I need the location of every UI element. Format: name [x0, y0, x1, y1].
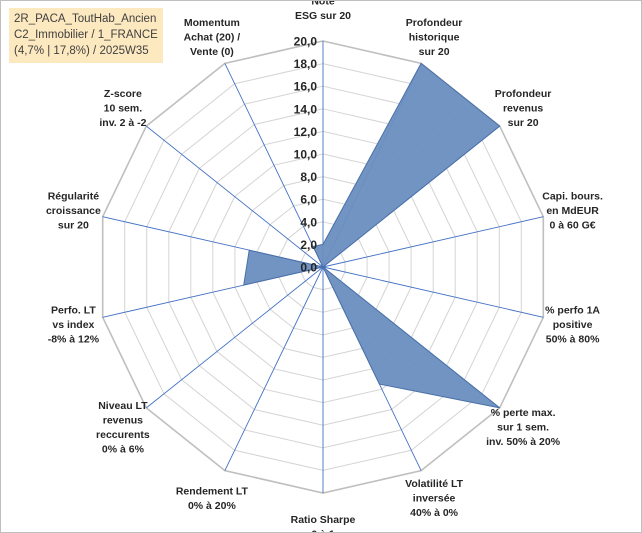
axis-label-line: % perte max. — [491, 407, 556, 419]
axis-label-line: Vente (0) — [190, 46, 234, 58]
axis-label: Capi. bours. en MdEUR 0 à 60 G€ — [542, 191, 603, 232]
axis-label-line: Profondeur — [406, 17, 463, 29]
tick-label: 18,0 — [294, 57, 318, 71]
series-area — [243, 62, 501, 409]
tick-label: 2,0 — [300, 238, 317, 252]
axis-label-line: 0 à 60 G€ — [550, 220, 596, 232]
axis-label-line: inv. 2 à -2 — [99, 117, 146, 129]
axis-label-line: Ratio Sharpe — [291, 514, 356, 526]
axis-label: Régularité croissance sur 20 — [46, 191, 101, 232]
axis-label: Perfo. LT vs index -8% à 12% — [48, 305, 100, 346]
axis-label-line: sur 1 sem. — [497, 422, 549, 434]
axis-label-line: 0 à 1 — [311, 529, 335, 533]
axis-label-line: sur 20 — [508, 117, 539, 129]
info-line-3: (4,7% | 17,8%) / 2025W35 — [14, 45, 149, 57]
tick-label: 16,0 — [294, 80, 318, 94]
axis-spoke — [146, 266, 324, 409]
axis-category-labels: Note ESG sur 20 Profondeur historique sur 20… — [46, 1, 603, 532]
axis-label-line: Volatilité LT — [405, 478, 464, 490]
axis-label-line: Z-score — [104, 88, 142, 100]
tick-label: 14,0 — [294, 102, 318, 116]
axis-label-line: Régularité — [48, 191, 100, 203]
axis-label: Volatilité LT inversée 40% à 0% — [405, 478, 464, 519]
info-line-1: 2R_PACA_ToutHab_Ancien — [14, 13, 157, 25]
axis-label-line: 10 sem. — [104, 102, 143, 114]
axis-label: Rendement LT 0% à 20% — [176, 485, 249, 512]
axis-spoke — [322, 216, 544, 268]
axis-label: Profondeur revenus sur 20 — [495, 88, 552, 129]
info-box: 2R_PACA_ToutHab_Ancien C2_Immobilier / 1… — [9, 8, 163, 63]
series-polygon — [243, 62, 501, 409]
axis-label-line: 50% à 80% — [546, 334, 600, 346]
tick-label: 8,0 — [300, 170, 317, 184]
axis-label-line: 0% à 6% — [102, 443, 145, 455]
axis-label-line: Perfo. LT — [51, 305, 96, 317]
axis-label-line: sur 20 — [58, 220, 89, 232]
axis-label: Z-score 10 sem. inv. 2 à -2 — [99, 88, 146, 129]
axis-label: Niveau LT revenus reccurents 0% à 6% — [96, 400, 150, 456]
axis-label: % perte max. sur 1 sem. inv. 50% à 20% — [486, 407, 561, 448]
axis-label-line: Capi. bours. — [542, 191, 603, 203]
axis-label-line: Achat (20) / — [184, 31, 241, 43]
axis-label-line: reccurents — [96, 429, 150, 441]
axis-label-line: 0% à 20% — [188, 500, 237, 512]
axis-label-line: revenus — [503, 102, 543, 114]
axis-label: Profondeur historique sur 20 — [406, 17, 463, 58]
axis-label-line: positive — [553, 319, 593, 331]
axis-label-line: Note — [311, 1, 334, 8]
axis-label: Note ESG sur 20 — [295, 1, 351, 22]
axis-label-line: historique — [409, 31, 460, 43]
axis-spoke — [322, 266, 544, 318]
axis-label-line: Momentum — [184, 17, 240, 29]
axis-label-line: -8% à 12% — [48, 334, 100, 346]
info-line-2: C2_Immobilier / 1_FRANCE — [14, 29, 158, 41]
axis-spoke — [146, 125, 324, 268]
axis-label: Ratio Sharpe 0 à 1 — [291, 514, 356, 532]
axis-label-line: ESG sur 20 — [295, 10, 351, 22]
axis-label-line: % perfo 1A — [545, 305, 600, 317]
axis-label-line: inversée — [413, 493, 456, 505]
radial-tick-labels: 0,0 2,0 4,0 6,0 8,0 10,0 12,0 14,0 16,0 18,0 20,0 — [294, 35, 318, 275]
axis-label-line: en MdEUR — [546, 205, 599, 217]
axis-label-line: Rendement LT — [176, 485, 249, 497]
axis-label-line: revenus — [103, 414, 143, 426]
axis-label-line: vs index — [52, 319, 94, 331]
axis-label-line: Niveau LT — [98, 400, 148, 412]
axis-spoke — [224, 63, 324, 268]
axis-label-line: 40% à 0% — [410, 507, 459, 519]
axis-label-line: inv. 50% à 20% — [486, 436, 561, 448]
tick-label: 10,0 — [294, 148, 318, 162]
axis-label: Momentum Achat (20) / Vente (0) — [184, 17, 241, 58]
tick-label: 0,0 — [300, 261, 317, 275]
axis-label-line: croissance — [46, 205, 101, 217]
axis-label: % perfo 1A positive 50% à 80% — [545, 305, 600, 346]
tick-label: 12,0 — [294, 125, 318, 139]
tick-label: 6,0 — [300, 193, 317, 207]
tick-label: 4,0 — [300, 215, 317, 229]
tick-label: 20,0 — [294, 35, 318, 49]
axis-label-line: sur 20 — [419, 46, 450, 58]
axis-label-line: Profondeur — [495, 88, 552, 100]
axis-spoke — [224, 266, 324, 471]
